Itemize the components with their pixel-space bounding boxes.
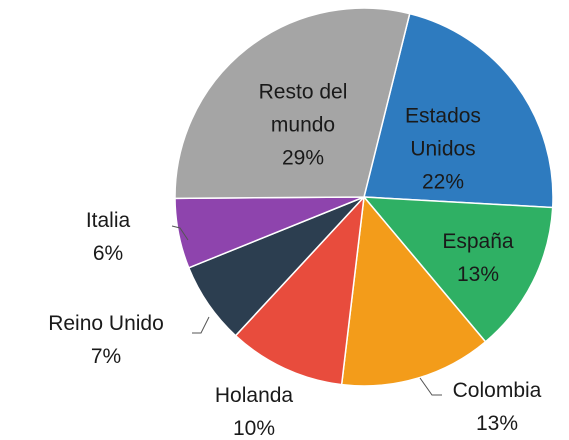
slice-label: España 13% [418, 225, 538, 291]
value-label: 10% [232, 417, 276, 440]
slice-label: Estados Unidos 22% [393, 100, 493, 199]
category-label: Estados Unidos [405, 104, 481, 161]
category-label: Italia [85, 209, 131, 232]
pie-slice [362, 196, 554, 343]
category-label: Colombia [452, 379, 542, 402]
value-label: 13% [456, 263, 500, 286]
leader-line [171, 225, 189, 241]
category-label: España [442, 230, 514, 253]
value-label: 7% [90, 345, 122, 368]
value-label: 22% [421, 170, 465, 194]
pie-slice [174, 7, 411, 200]
category-label: Resto del mundo [258, 80, 348, 137]
leader-line [192, 316, 210, 334]
slice-label: Resto del mundo 29% [238, 76, 368, 175]
slice-label: Italia 6% [58, 204, 158, 270]
leader-line [419, 377, 442, 396]
category-label: Holanda [214, 384, 294, 407]
pie-slice [234, 194, 366, 386]
value-label: 13% [475, 412, 519, 435]
pie-slice [340, 195, 487, 387]
pie-slice [363, 12, 554, 209]
slice-label: Colombia 13% [427, 374, 567, 440]
value-label: 29% [281, 146, 325, 170]
value-label: 6% [92, 242, 124, 265]
category-label: Reino Unido [48, 312, 164, 335]
slice-label: Holanda 10% [194, 379, 314, 440]
slice-label: Reino Unido 7% [16, 307, 196, 373]
